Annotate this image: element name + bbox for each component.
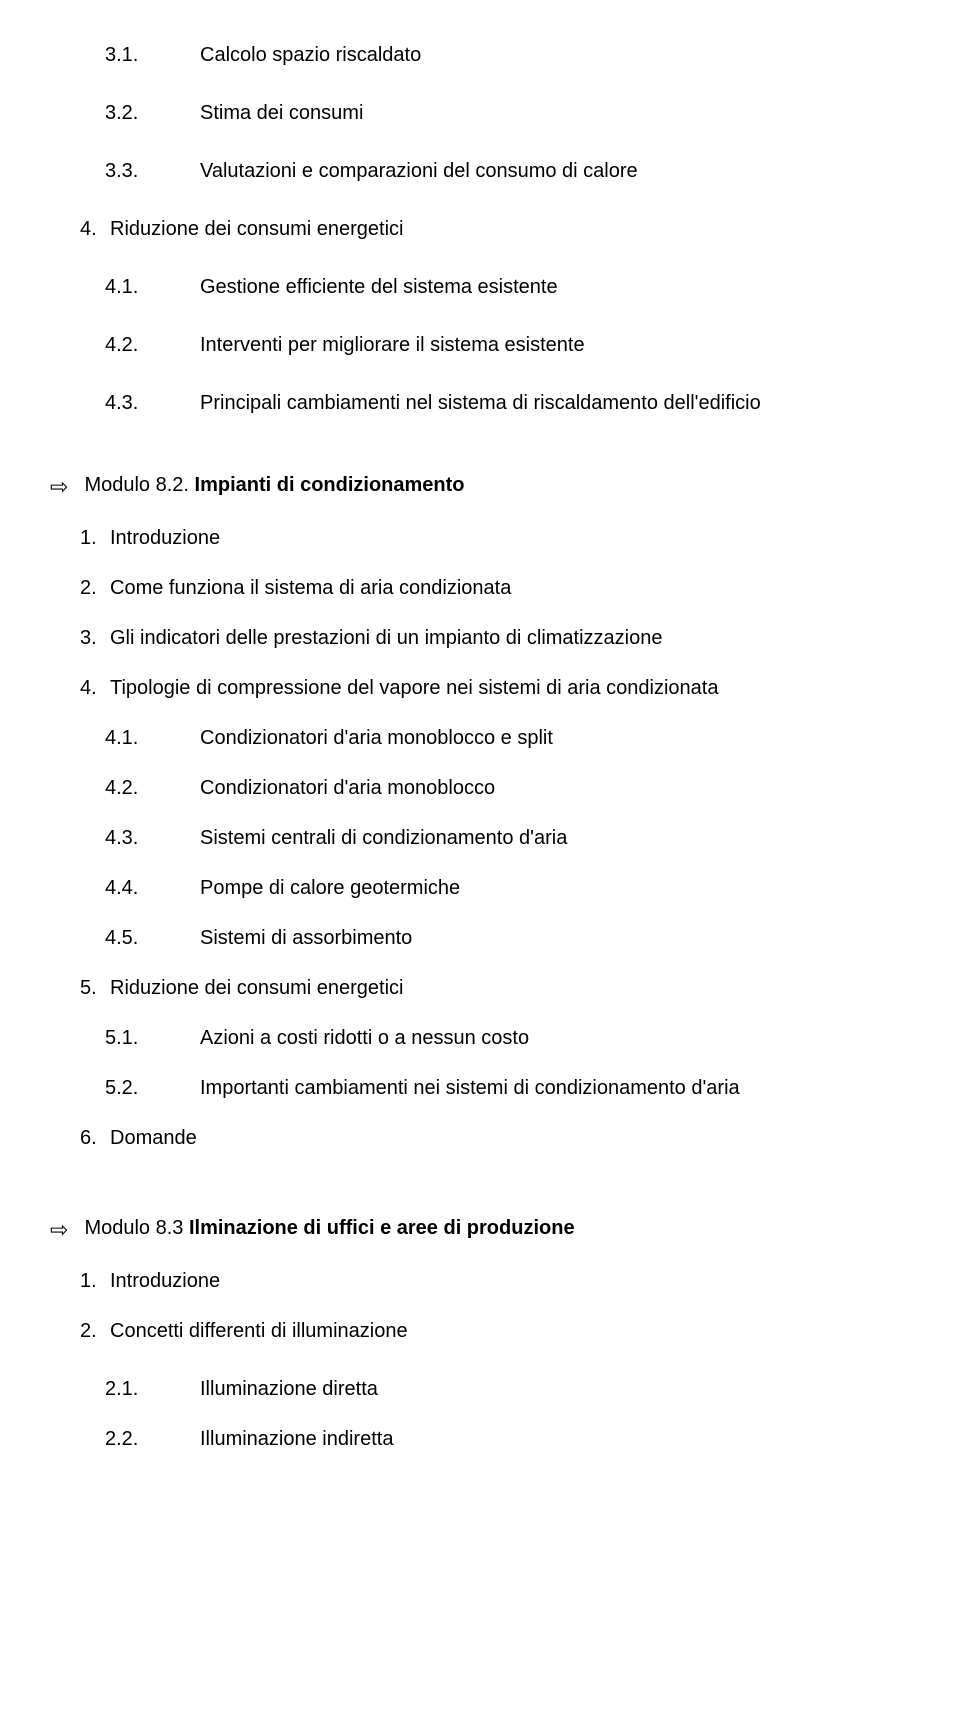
list-item: 6. Domande — [50, 1123, 910, 1153]
item-text: Riduzione dei consumi energetici — [110, 214, 910, 244]
module-prefix: Modulo 8.3 — [84, 1217, 183, 1239]
list-item: 4.1. Gestione efficiente del sistema esi… — [50, 272, 910, 302]
item-number: 1. — [80, 523, 110, 553]
item-number: 2.1. — [105, 1374, 200, 1404]
item-number: 2. — [80, 1316, 110, 1346]
item-text: Calcolo spazio riscaldato — [200, 40, 910, 70]
item-text: Introduzione — [110, 523, 910, 553]
item-text: Introduzione — [110, 1266, 910, 1296]
item-number: 2. — [80, 573, 110, 603]
list-item: 4.5. Sistemi di assorbimento — [50, 923, 910, 953]
item-text: Come funziona il sistema di aria condizi… — [110, 573, 910, 603]
item-text: Pompe di calore geotermiche — [200, 873, 910, 903]
list-item: 3.1. Calcolo spazio riscaldato — [50, 40, 910, 70]
list-item: 2. Concetti differenti di illuminazione — [50, 1316, 910, 1346]
item-number: 4.1. — [105, 272, 200, 302]
item-text: Principali cambiamenti nel sistema di ri… — [200, 388, 910, 418]
list-item: 1. Introduzione — [50, 523, 910, 553]
item-number: 3.3. — [105, 156, 200, 186]
item-text: Illuminazione diretta — [200, 1374, 910, 1404]
item-text: Condizionatori d'aria monoblocco e split — [200, 723, 910, 753]
item-number: 1. — [80, 1266, 110, 1296]
list-item: 4. Tipologie di compressione del vapore … — [50, 673, 910, 703]
item-number: 4.5. — [105, 923, 200, 953]
item-number: 4. — [80, 214, 110, 244]
list-item: 4.2. Interventi per migliorare il sistem… — [50, 330, 910, 360]
list-item: 5.2. Importanti cambiamenti nei sistemi … — [50, 1073, 910, 1103]
arrow-right-icon: ⇨ — [50, 1213, 68, 1246]
item-number: 5.2. — [105, 1073, 200, 1103]
item-number: 4.3. — [105, 388, 200, 418]
item-text: Gli indicatori delle prestazioni di un i… — [110, 623, 910, 653]
item-number: 2.2. — [105, 1424, 200, 1454]
item-text: Riduzione dei consumi energetici — [110, 973, 910, 1003]
list-item: 2.1. Illuminazione diretta — [50, 1374, 910, 1404]
item-number: 4.1. — [105, 723, 200, 753]
item-number: 6. — [80, 1123, 110, 1153]
item-number: 4.2. — [105, 330, 200, 360]
item-number: 4.3. — [105, 823, 200, 853]
list-item: 4.2. Condizionatori d'aria monoblocco — [50, 773, 910, 803]
item-text: Valutazioni e comparazioni del consumo d… — [200, 156, 910, 186]
list-item: 4.3. Sistemi centrali di condizionamento… — [50, 823, 910, 853]
item-number: 5.1. — [105, 1023, 200, 1053]
item-text: Concetti differenti di illuminazione — [110, 1316, 910, 1346]
module-header: ⇨ Modulo 8.3 Ilminazione di uffici e are… — [50, 1213, 910, 1246]
list-item: 5. Riduzione dei consumi energetici — [50, 973, 910, 1003]
item-number: 3.2. — [105, 98, 200, 128]
item-number: 4.4. — [105, 873, 200, 903]
item-text: Condizionatori d'aria monoblocco — [200, 773, 910, 803]
item-text: Importanti cambiamenti nei sistemi di co… — [200, 1073, 910, 1103]
module-title: Modulo 8.3 Ilminazione di uffici e aree … — [84, 1213, 574, 1243]
item-text: Tipologie di compressione del vapore nei… — [110, 673, 910, 703]
list-item: 5.1. Azioni a costi ridotti o a nessun c… — [50, 1023, 910, 1053]
item-number: 5. — [80, 973, 110, 1003]
item-text: Illuminazione indiretta — [200, 1424, 910, 1454]
item-text: Interventi per migliorare il sistema esi… — [200, 330, 910, 360]
item-text: Gestione efficiente del sistema esistent… — [200, 272, 910, 302]
list-item: 2. Come funziona il sistema di aria cond… — [50, 573, 910, 603]
list-item: 2.2. Illuminazione indiretta — [50, 1424, 910, 1454]
item-text: Azioni a costi ridotti o a nessun costo — [200, 1023, 910, 1053]
list-item: 3.3. Valutazioni e comparazioni del cons… — [50, 156, 910, 186]
module-name: Impianti di condizionamento — [189, 474, 465, 496]
module-name: Ilminazione di uffici e aree di produzio… — [183, 1217, 574, 1239]
list-item: 4. Riduzione dei consumi energetici — [50, 214, 910, 244]
list-item: 3. Gli indicatori delle prestazioni di u… — [50, 623, 910, 653]
item-number: 3.1. — [105, 40, 200, 70]
list-item: 4.3. Principali cambiamenti nel sistema … — [50, 388, 910, 418]
item-number: 4. — [80, 673, 110, 703]
list-item: 4.1. Condizionatori d'aria monoblocco e … — [50, 723, 910, 753]
module-prefix: Modulo 8.2. — [84, 474, 189, 496]
list-item: 4.4. Pompe di calore geotermiche — [50, 873, 910, 903]
module-title: Modulo 8.2. Impianti di condizionamento — [84, 470, 464, 500]
module-header: ⇨ Modulo 8.2. Impianti di condizionament… — [50, 470, 910, 503]
item-text: Stima dei consumi — [200, 98, 910, 128]
item-number: 4.2. — [105, 773, 200, 803]
item-text: Sistemi centrali di condizionamento d'ar… — [200, 823, 910, 853]
item-text: Sistemi di assorbimento — [200, 923, 910, 953]
item-text: Domande — [110, 1123, 910, 1153]
item-number: 3. — [80, 623, 110, 653]
arrow-right-icon: ⇨ — [50, 470, 68, 503]
list-item: 1. Introduzione — [50, 1266, 910, 1296]
list-item: 3.2. Stima dei consumi — [50, 98, 910, 128]
